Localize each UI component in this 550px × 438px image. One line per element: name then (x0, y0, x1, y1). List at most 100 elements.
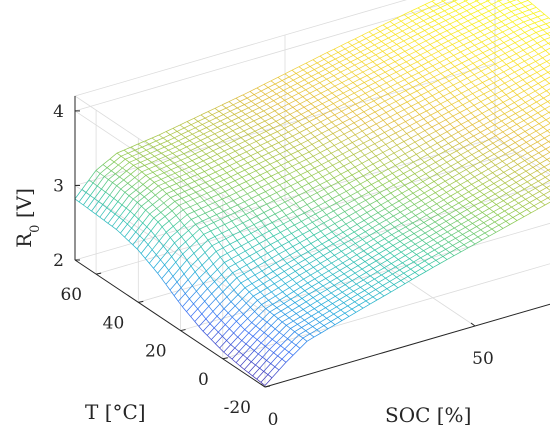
mesh-segment (285, 246, 293, 251)
mesh-segment (246, 264, 252, 271)
mesh-segment (374, 176, 379, 182)
mesh-segment (226, 296, 232, 302)
mesh-segment (182, 209, 188, 215)
mesh-segment (167, 201, 176, 208)
mesh-segment (481, 143, 487, 148)
mesh-segment (364, 51, 372, 56)
mesh-segment (391, 263, 396, 268)
mesh-segment (263, 371, 269, 375)
mesh-segment (283, 157, 289, 163)
mesh-segment (413, 261, 418, 266)
mesh-segment (465, 198, 471, 203)
mesh-segment (448, 213, 454, 218)
mesh-segment (401, 58, 407, 63)
mesh-segment (360, 257, 366, 262)
mesh-segment (255, 234, 263, 239)
mesh-segment (279, 86, 284, 91)
mesh-segment (545, 47, 550, 51)
mesh-segment (298, 162, 304, 168)
mesh-segment (186, 214, 192, 220)
mesh-segment (302, 233, 308, 240)
mesh-segment (299, 238, 307, 244)
mesh-segment (398, 230, 404, 235)
mesh-segment (407, 204, 415, 209)
mesh-segment (227, 215, 232, 222)
mesh-segment (300, 114, 306, 118)
mesh-segment (247, 162, 253, 168)
mesh-segment (258, 346, 266, 355)
mesh-segment (238, 140, 246, 145)
mesh-segment (376, 64, 382, 69)
mesh-segment (246, 302, 251, 308)
mesh-segment (298, 334, 304, 339)
mesh-segment (422, 44, 431, 49)
mesh-segment (543, 65, 550, 70)
mesh-segment (259, 321, 268, 330)
mesh-segment (314, 304, 322, 310)
mesh-segment (450, 165, 456, 171)
mesh-segment (339, 299, 344, 303)
mesh-segment (403, 169, 411, 174)
mesh-segment (127, 183, 133, 187)
mesh-segment (263, 107, 271, 112)
mesh-segment (300, 171, 308, 176)
mesh-segment (372, 292, 381, 298)
mesh-segment (393, 75, 401, 80)
mesh-segment (314, 136, 320, 141)
mesh-segment (424, 130, 430, 136)
mesh-segment (385, 277, 390, 282)
mesh-segment (405, 121, 410, 127)
mesh-segment (153, 143, 161, 148)
mesh-segment (508, 117, 513, 122)
mesh-segment (350, 85, 358, 90)
mesh-segment (441, 111, 449, 116)
mesh-segment (358, 235, 363, 240)
mesh-segment (440, 235, 445, 240)
mesh-segment (318, 311, 323, 316)
mesh-segment (366, 268, 374, 273)
mesh-segment (259, 171, 268, 176)
mesh-segment (209, 186, 215, 191)
mesh-segment (324, 125, 330, 130)
mesh-segment (344, 308, 353, 314)
mesh-segment (255, 287, 261, 293)
mesh-segment (355, 211, 361, 217)
mesh-segment (374, 143, 379, 149)
mesh-segment (310, 103, 316, 108)
mesh-segment (362, 100, 367, 105)
mesh-segment (237, 169, 245, 174)
mesh-segment (462, 206, 468, 210)
mesh-segment (309, 89, 317, 94)
mesh-segment (432, 263, 441, 268)
mesh-segment (523, 212, 532, 218)
mesh-segment (390, 54, 399, 59)
mesh-segment (220, 312, 229, 321)
mesh-segment (395, 161, 403, 166)
mesh-segment (399, 265, 407, 271)
mesh-segment (350, 61, 355, 66)
mesh-segment (111, 226, 117, 230)
mesh-segment (216, 308, 225, 317)
mesh-segment (498, 220, 507, 226)
mesh-segment (453, 81, 461, 86)
mesh-segment (447, 69, 453, 74)
mesh-segment (441, 241, 449, 247)
mesh-segment (206, 127, 211, 131)
mesh-segment (291, 309, 297, 314)
mesh-segment (414, 138, 423, 143)
mesh-segment (348, 243, 356, 248)
mesh-segment (504, 178, 513, 184)
mesh-segment (516, 90, 525, 96)
mesh-segment (296, 246, 305, 252)
mesh-segment (295, 100, 301, 105)
mesh-segment (371, 281, 379, 287)
mesh-segment (332, 133, 338, 138)
mesh-segment (355, 179, 361, 185)
mesh-segment (94, 188, 102, 199)
mesh-segment (397, 188, 403, 194)
mesh-segment (236, 273, 244, 279)
mesh-segment (256, 378, 262, 383)
mesh-segment (485, 142, 494, 148)
mesh-segment (180, 287, 186, 294)
mesh-segment (537, 137, 545, 143)
